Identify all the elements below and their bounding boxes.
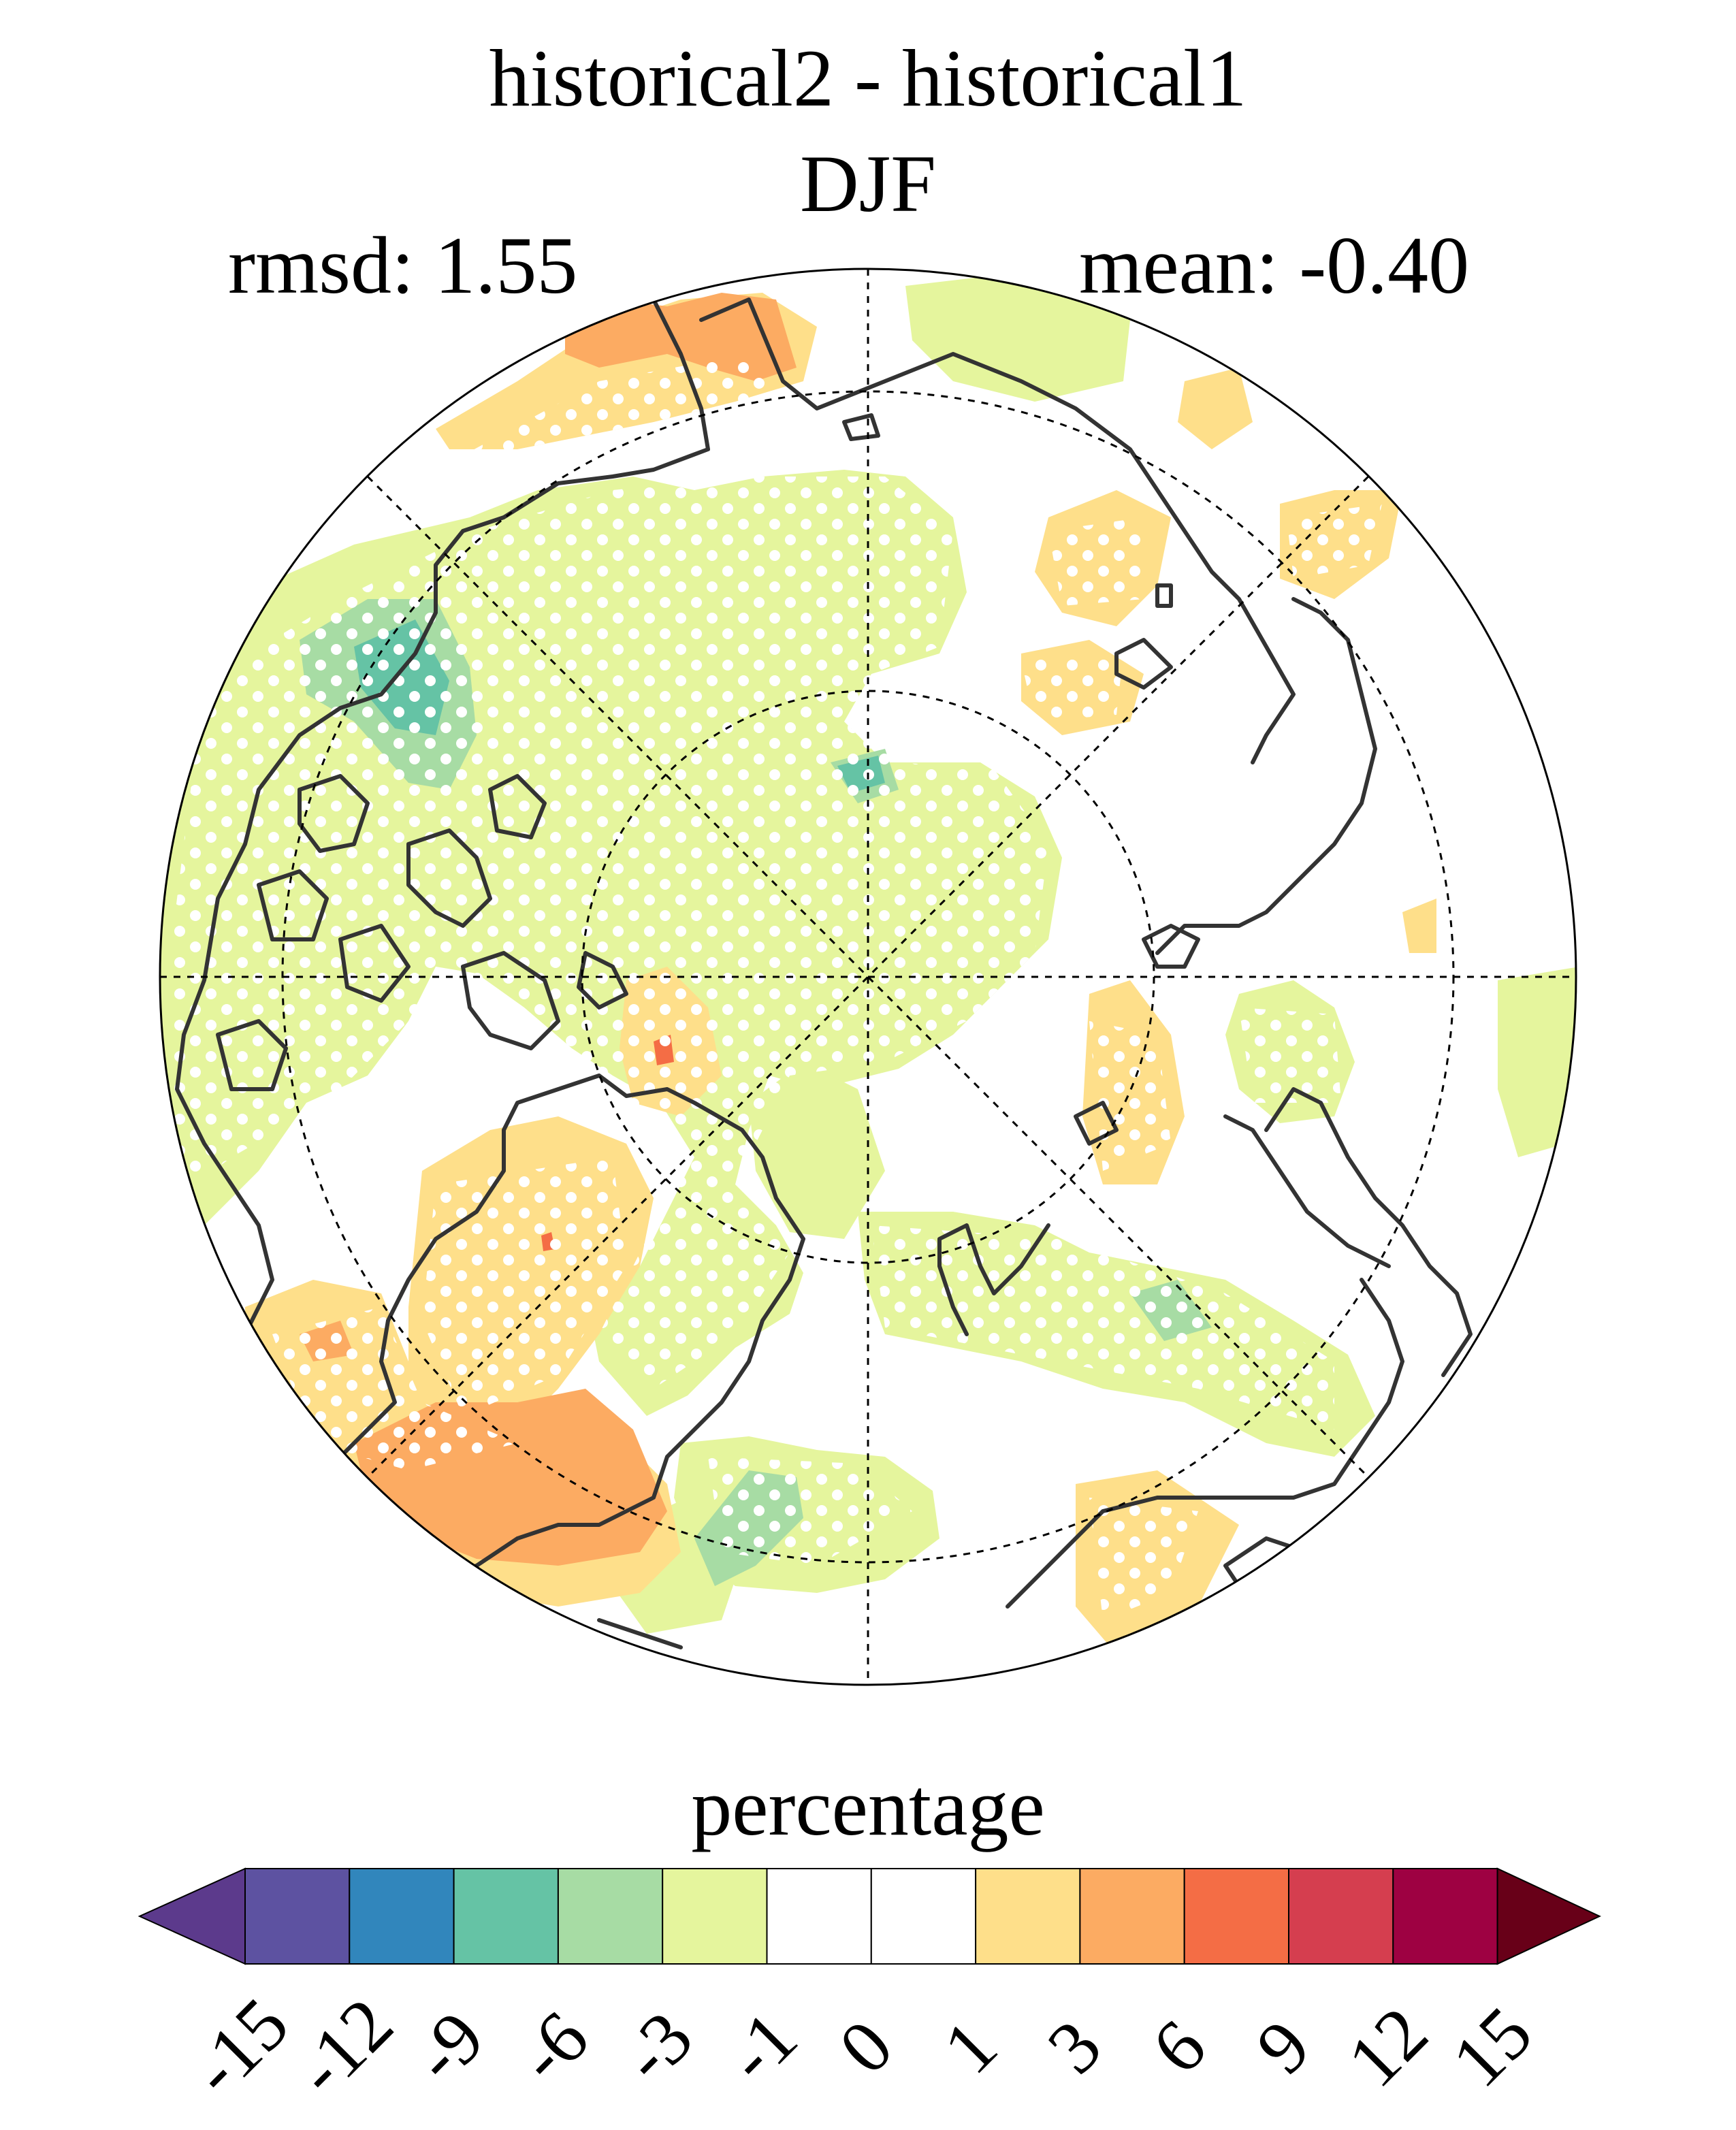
colorbar-box: [975, 1868, 1081, 1965]
colorbar-box: [1288, 1868, 1394, 1965]
colorbar-box: [244, 1868, 351, 1965]
colorbar-extend-high: [1496, 1867, 1601, 1965]
colorbar-box: [870, 1868, 977, 1965]
colorbar-label: percentage: [691, 1762, 1045, 1852]
rmsd-stat: rmsd: 1.55: [228, 220, 578, 310]
colorbar-tick-label: 12: [1332, 1991, 1443, 2103]
plot-title: historical2 - historical1: [489, 33, 1247, 123]
map-boundary: [159, 268, 1577, 1686]
colorbar-tick-label: -12: [279, 1982, 408, 2112]
colorbar-boxes: [138, 1867, 1601, 1965]
polar-map: [159, 268, 1577, 1686]
colorbar-tick-label: -15: [175, 1982, 304, 2112]
colorbar-box: [1392, 1868, 1498, 1965]
colorbar-box: [662, 1868, 768, 1965]
colorbar-tick-label: -1: [710, 1995, 813, 2098]
colorbar-tick-label: 9: [1240, 2004, 1325, 2089]
colorbar-box: [1079, 1868, 1185, 1965]
colorbar-box: [349, 1868, 455, 1965]
colorbar-tick-label: -9: [397, 1995, 500, 2098]
colorbar-tick-label: 6: [1136, 2004, 1221, 2089]
colorbar-box: [1183, 1868, 1289, 1965]
colorbar-box: [766, 1868, 872, 1965]
colorbar-extend-low: [138, 1867, 246, 1965]
colorbar-tick-label: 1: [927, 2004, 1012, 2089]
colorbar-tick-label: 0: [823, 2004, 908, 2089]
colorbar-tick-label: -3: [605, 1995, 708, 2098]
colorbar-box: [453, 1868, 559, 1965]
colorbar-tick-label: 15: [1436, 1991, 1547, 2103]
colorbar-tick-label: 3: [1032, 2004, 1117, 2089]
mean-stat: mean: -0.40: [1079, 220, 1470, 310]
graticule: [160, 269, 1576, 1685]
colorbar-tick-label: -6: [501, 1995, 604, 2098]
colorbar-box: [557, 1868, 664, 1965]
season-label: DJF: [799, 138, 937, 229]
